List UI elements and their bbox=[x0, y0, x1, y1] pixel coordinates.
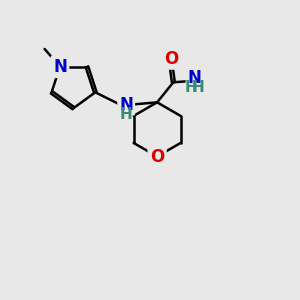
Text: O: O bbox=[150, 148, 164, 166]
Text: N: N bbox=[53, 58, 67, 76]
Text: O: O bbox=[164, 50, 178, 68]
Text: H: H bbox=[184, 80, 197, 95]
Text: N: N bbox=[188, 69, 202, 87]
Text: H: H bbox=[192, 80, 204, 95]
Text: H: H bbox=[120, 106, 133, 122]
Text: N: N bbox=[119, 96, 133, 114]
